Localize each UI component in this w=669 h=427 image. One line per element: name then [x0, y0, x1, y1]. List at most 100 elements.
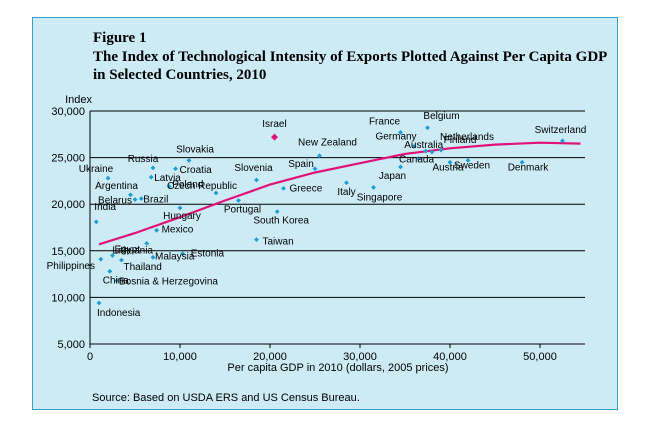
point-label: Switzerland	[535, 125, 587, 136]
point-label: South Korea	[253, 216, 309, 227]
trend-line	[98, 141, 581, 246]
point-slovenia	[254, 177, 259, 183]
point-label: Italy	[337, 187, 355, 198]
y-tick-label: 20,000	[51, 199, 85, 211]
point-label: Mexico	[162, 224, 194, 235]
point-label: Lithuania	[112, 245, 153, 256]
point-singapore	[371, 185, 376, 190]
y-tick-label: 30,000	[51, 106, 85, 118]
point-label: Belarus	[98, 196, 132, 207]
point-label: Argentina	[95, 181, 138, 192]
source-note: Source: Based on USDA ERS and US Census …	[92, 392, 360, 404]
point-belgium	[425, 125, 430, 131]
point-japan	[398, 164, 403, 170]
point-bosnia-herzegovina	[114, 278, 120, 284]
point-estonia	[180, 251, 186, 256]
point-ukraine	[105, 175, 111, 181]
point-label: Russia	[128, 154, 159, 165]
point-label: Finland	[444, 135, 477, 146]
point-canada	[416, 156, 421, 161]
point-label: Germany	[375, 131, 416, 142]
point-china	[107, 268, 113, 274]
point-label: Spain	[288, 159, 314, 170]
trend-curve	[98, 141, 581, 246]
point-label: Bosnia & Herzegovina	[119, 277, 218, 288]
point-label: New Zealand	[298, 138, 357, 149]
point-argentina	[128, 192, 133, 198]
point-label: Malaysia	[155, 251, 195, 262]
point-label: Slovenia	[234, 163, 273, 174]
point-label: Philippines	[47, 261, 95, 272]
point-labels: Israel Switzerland Belgium France Germany Net…	[47, 111, 587, 319]
point-lithuania	[144, 240, 150, 246]
x-tick-label: 20,000	[253, 351, 287, 363]
point-taiwan	[254, 237, 259, 243]
point-malaysia	[150, 254, 156, 260]
point-label: Denmark	[508, 162, 550, 173]
point-label: Latvia	[154, 173, 181, 184]
grid-lines	[90, 110, 585, 345]
point-label: Poland	[172, 179, 203, 190]
point-label: Thailand	[124, 262, 162, 273]
y-axis-title: Index	[65, 94, 92, 106]
point-netherlands	[438, 147, 444, 153]
point-mexico	[154, 227, 159, 233]
point-spain	[312, 166, 318, 172]
point-switzerland	[560, 138, 565, 144]
point-finland	[429, 149, 435, 155]
point-latvia	[148, 174, 154, 180]
point-philippines	[98, 256, 104, 262]
point-label: Belgium	[423, 111, 459, 122]
point-label: China	[103, 275, 130, 286]
point-hungary	[177, 205, 183, 211]
figure-title: The Index of Technological Intensity of …	[93, 49, 607, 83]
point-label: Croatia	[180, 165, 213, 176]
point-label: Brazil	[143, 195, 168, 206]
point-portugal	[236, 198, 241, 203]
point-label: Portugal	[224, 204, 261, 215]
point-label: Austria	[432, 162, 464, 173]
point-russia	[150, 165, 156, 171]
point-label: Estonia	[191, 249, 225, 260]
point-greece	[281, 185, 286, 191]
point-czech-republic	[213, 190, 219, 196]
point-italy	[344, 180, 349, 186]
x-tick-label: 40,000	[433, 351, 467, 363]
x-tick-label: 0	[87, 351, 93, 363]
x-tick-label: 30,000	[343, 351, 377, 363]
point-egypt	[110, 253, 115, 258]
point-france	[398, 130, 403, 135]
point-label: Egypt	[115, 244, 141, 255]
point-label: Greece	[290, 183, 323, 194]
point-poland	[166, 184, 172, 189]
point-austria	[447, 159, 453, 165]
axes: 5,000 10,000 15,000 20,000 25,000 30,000 0 10,0…	[51, 106, 556, 363]
figure-label: Figure 1	[93, 30, 147, 46]
point-new-zealand	[317, 153, 322, 159]
point-label: Czech Republic	[167, 181, 237, 192]
point-thailand	[119, 257, 124, 263]
point-label: Slovakia	[176, 144, 214, 155]
point-slovakia	[186, 157, 192, 163]
point-sweden	[465, 157, 471, 163]
point-croatia	[173, 166, 178, 172]
point-label: Netherlands	[440, 132, 494, 143]
point-label: Australia	[404, 140, 443, 151]
point-australia	[423, 148, 429, 154]
point-belarus	[132, 197, 138, 202]
y-tick-label: 15,000	[51, 246, 85, 258]
point-label: Sweden	[454, 160, 490, 171]
x-tick-label: 50,000	[523, 351, 557, 363]
point-germany	[411, 144, 417, 149]
point-label: France	[369, 116, 401, 127]
point-label: Japan	[379, 171, 406, 182]
x-tick-label: 10,000	[163, 351, 197, 363]
data-points	[93, 125, 565, 306]
point-label: India	[94, 202, 116, 213]
point-indonesia	[96, 300, 102, 306]
point-label: Hungary	[163, 211, 201, 222]
point-south-korea	[274, 209, 280, 215]
point-india	[93, 219, 99, 225]
point-israel	[271, 133, 278, 141]
